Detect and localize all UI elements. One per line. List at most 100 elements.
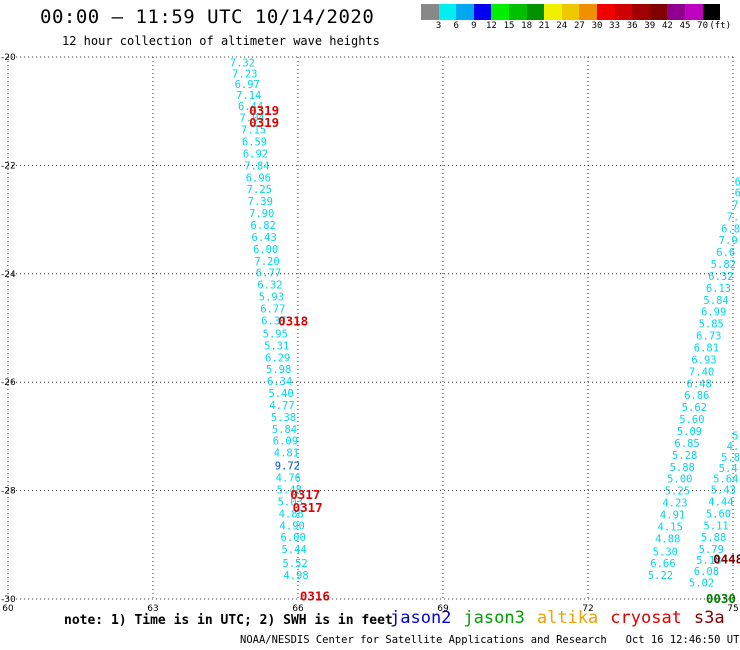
wave-height-label: 5.09 xyxy=(677,426,702,438)
wave-height-label: 5.60 xyxy=(679,414,704,426)
legend-swatch xyxy=(579,4,597,20)
wave-height-label: 7.9 xyxy=(719,235,738,247)
wave-height-label: 5.98 xyxy=(266,364,291,376)
lat-tick-label: -20 xyxy=(1,53,16,63)
wave-height-label: 6.43 xyxy=(252,232,277,244)
wave-height-label: 5.44 xyxy=(281,544,306,556)
wave-height-label: 4.77 xyxy=(269,400,294,412)
legend-label: 36 xyxy=(626,21,638,31)
lat-tick-label: -24 xyxy=(1,270,16,280)
wave-height-label: 5.4 xyxy=(719,463,738,475)
wave-height-label: 4.88 xyxy=(655,533,680,545)
pass-time-label: 0317 xyxy=(290,487,320,502)
wave-height-label: 6 xyxy=(735,188,740,200)
satellite-name: cryosat xyxy=(610,608,682,628)
wave-height-label: 5.82 xyxy=(711,259,736,271)
lat-tick-label: -30 xyxy=(1,595,16,605)
wave-height-label: 6.66 xyxy=(650,558,675,570)
wave-height-label: 5.60 xyxy=(706,508,731,520)
satellite-name: jason3 xyxy=(463,608,525,628)
wave-height-label: 5.52 xyxy=(282,558,307,570)
wave-height-label: 4.76 xyxy=(276,473,301,485)
legend-label: 27 xyxy=(573,21,585,31)
legend-swatch xyxy=(526,4,545,20)
satellite-name: altika xyxy=(536,608,599,628)
wave-height-label: 5.40 xyxy=(268,388,293,400)
wave-height-label: 7.25 xyxy=(247,184,272,196)
wave-height-label: 6.13 xyxy=(706,283,731,295)
pass-time-label: 0319 xyxy=(249,115,279,130)
wave-height-label: 5.84 xyxy=(703,295,728,307)
wave-height-label: 6.32 xyxy=(257,280,282,292)
color-legend xyxy=(421,4,721,20)
wave-height-label: 5.25 xyxy=(665,486,690,498)
legend-swatch xyxy=(421,4,439,20)
pass-time-label: 0319 xyxy=(249,103,279,118)
map-title: 00:00 – 11:59 UTC 10/14/2020 xyxy=(40,6,375,28)
pass-time-label: 0316 xyxy=(300,589,330,604)
wave-height-label: 5.93 xyxy=(259,292,284,304)
wave-height-label: 6.29 xyxy=(265,352,290,364)
wave-height-label: 5.02 xyxy=(689,578,714,590)
wave-height-label: 5.03 xyxy=(278,496,303,508)
wave-height-label: 7.90 xyxy=(249,208,274,220)
wave-height-label: 6.97 xyxy=(235,79,260,91)
lat-tick-label: -28 xyxy=(1,487,16,497)
wave-height-label: 5.38 xyxy=(271,412,296,424)
legend-swatch xyxy=(473,4,492,20)
legend-label: 33 xyxy=(609,21,621,31)
wave-height-label: 5.43 xyxy=(711,485,736,497)
wave-height-label: 5.22 xyxy=(648,570,673,582)
legend-label: 42 xyxy=(661,21,673,31)
wave-height-label: 5.28 xyxy=(672,450,697,462)
lon-tick-label: 72 xyxy=(582,604,593,614)
wave-height-label: 4.81 xyxy=(274,448,299,460)
pass-time-label: 0317 xyxy=(293,500,323,515)
satellite-name: s3a xyxy=(693,608,725,628)
legend-swatch xyxy=(614,4,633,20)
wave-height-label: 6.09 xyxy=(273,436,298,448)
lat-tick-label: -22 xyxy=(1,161,16,171)
wave-height-label: 7.04 xyxy=(239,113,264,125)
wave-height-label: 6.08 xyxy=(694,566,719,578)
wave-height-label: 5.85 xyxy=(699,319,724,331)
legend-swatch xyxy=(508,4,527,20)
wave-height-label: 5.88 xyxy=(670,462,695,474)
wave-height-label: 7.15 xyxy=(241,125,266,137)
note-text: note: 1) Time is in UTC; 2) SWH is in fe… xyxy=(64,613,393,628)
legend-label: 45 xyxy=(679,21,691,31)
legend-swatch xyxy=(596,4,615,20)
wave-height-label: 7.40 xyxy=(689,366,714,378)
wave-height-label: 5.84 xyxy=(272,424,297,436)
pass-time-label: 0318 xyxy=(278,313,308,328)
wave-height-label: 6.32 xyxy=(708,271,733,283)
wave-height-label: 5.62 xyxy=(682,402,707,414)
wave-height-label: 6.81 xyxy=(694,343,719,355)
wave-height-label: 6.73 xyxy=(696,331,721,343)
wave-height-label: 4.23 xyxy=(662,498,687,510)
wave-height-label: 7.23 xyxy=(232,68,257,80)
wave-height-label: 6 xyxy=(735,177,740,189)
lon-tick-label: 75 xyxy=(727,604,738,614)
color-legend-labels: 3 6 9 12 15 18 21 24 27 30 33 36 39 42 45 70 (ft) xyxy=(421,21,740,33)
wave-height-label: 7. xyxy=(727,211,740,223)
lat-tick-label: -26 xyxy=(1,378,16,388)
wave-height-label: 6.48 xyxy=(687,378,712,390)
lon-tick-label: 60 xyxy=(2,604,14,614)
legend-label: 18 xyxy=(521,21,533,31)
wave-height-label: 7.32 xyxy=(230,57,255,69)
wave-height-label: 6.44 xyxy=(238,101,263,113)
legend-label: 15 xyxy=(503,21,515,31)
wave-height-label: 7.14 xyxy=(236,90,261,102)
legend-swatch xyxy=(667,4,685,20)
legend-swatch xyxy=(438,4,457,20)
lon-tick-label: 66 xyxy=(292,604,304,614)
wave-height-label: 4.90 xyxy=(280,520,305,532)
satellite-name: jason2 xyxy=(390,608,452,628)
wave-height-label: 6.92 xyxy=(243,148,268,160)
wave-height-label: 6.93 xyxy=(691,354,716,366)
legend-label: 24 xyxy=(556,21,568,31)
wave-height-label: 5.31 xyxy=(264,340,289,352)
pass-time-label: 0030 xyxy=(706,591,736,606)
wave-height-label: 6.00 xyxy=(253,244,278,256)
